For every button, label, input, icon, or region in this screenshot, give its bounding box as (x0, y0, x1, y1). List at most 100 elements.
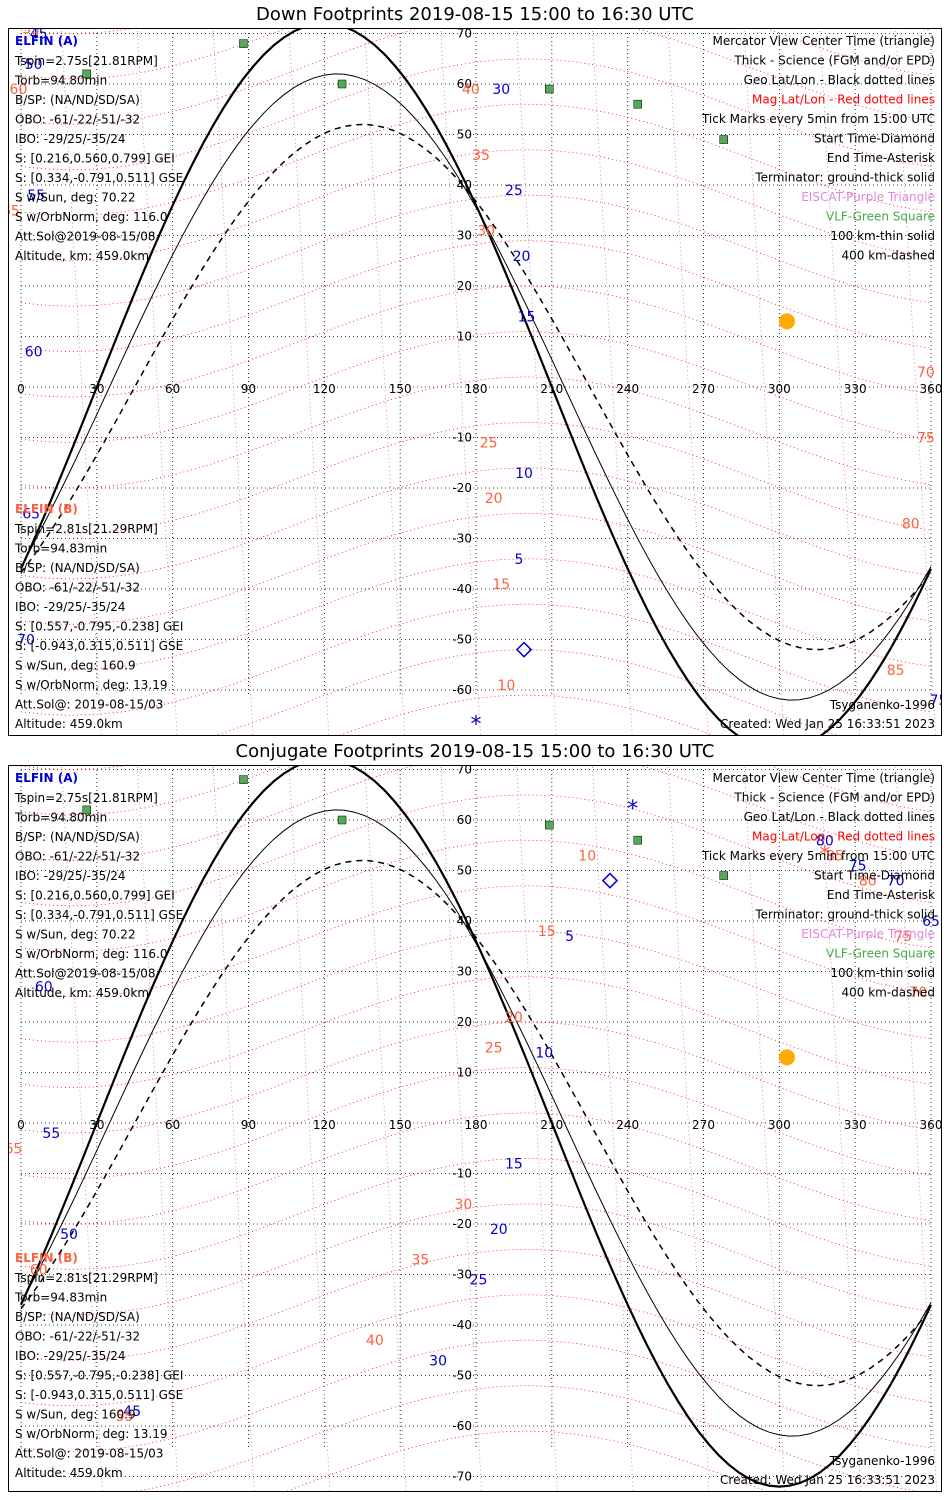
elfin-b-tick-label: 40 (366, 1333, 384, 1349)
elfin-a-tick-label: 50 (25, 57, 43, 73)
elfin-b-tick-label: 75 (894, 929, 912, 945)
elfin-b-tick-label: 85 (887, 663, 905, 679)
mag-meridian (666, 0, 712, 792)
legend-item: Start Time-Diamond (814, 132, 935, 146)
elfin-b-tick-label: 60 (30, 1263, 48, 1279)
mag-parallel (20, 467, 932, 580)
mag-parallel (20, 1112, 932, 1225)
elfin-a-tick-label: 5 (515, 552, 524, 568)
elfin-b-info-line: Altitude: 459.0km (15, 1466, 123, 1480)
terminator-400km (20, 859, 932, 1387)
mag-meridian (59, 0, 105, 792)
mag-parallel (20, 558, 932, 671)
elfin-a-info-line: IBO: -29/25/-35/24 (15, 132, 126, 146)
elfin-b-info-line: S: [0.557,-0.795,-0.238] GEI (15, 1369, 183, 1383)
terminator-line (19, 758, 932, 1488)
x-tick-label: 90 (241, 1118, 256, 1132)
elfin-a-tick-label: 75 (849, 859, 867, 875)
elfin-b-info-line: Att.Sol@: 2019-08-15/03 (15, 698, 163, 712)
y-tick-label: 10 (457, 1066, 472, 1080)
sun-icon (778, 1049, 795, 1066)
elfin-b-info-line: S: [0.557,-0.795,-0.238] GEI (15, 620, 183, 634)
vlf-marker (633, 835, 643, 845)
elfin-a-tick-label: 60 (35, 980, 53, 996)
legend: Mercator View Center Time (triangle) Thic… (701, 771, 935, 1000)
elfin-a-tick-label: 65 (22, 506, 40, 522)
x-tick-label: 90 (241, 382, 256, 396)
panel-down: 0306090120150180210240270300330360-70-60… (2, 0, 947, 792)
terminator-400km (20, 123, 932, 651)
legend-item: EISCAT-Purple Triangle (801, 927, 935, 941)
elfin-a-tick-label: 15 (505, 1156, 523, 1172)
x-tick-label: 120 (313, 382, 336, 396)
elfin-b-tick-label: 70 (909, 985, 927, 1001)
mag-meridian (893, 0, 939, 792)
mag-parallel (20, 12, 932, 125)
elfin-a-tick-label: 30 (492, 82, 510, 98)
elfin-a-info-line: Torb=94.80min (14, 74, 107, 88)
mag-meridian (816, 718, 862, 1500)
legend-item: Thick - Science (FGM and/or EPD) (733, 54, 935, 68)
y-tick-label: 50 (457, 128, 472, 142)
x-tick-label: 330 (844, 382, 867, 396)
legend-item: 400 km-dashed (841, 986, 935, 1000)
mag-parallel (20, 1385, 932, 1498)
elfin-b-tick-label: 85 (826, 848, 844, 864)
elfin-a-tick-label: 25 (470, 1273, 488, 1289)
elfin-a-info-line: Torb=94.80min (14, 811, 107, 825)
mag-parallel (20, 512, 932, 625)
x-tick-label: 300 (768, 382, 791, 396)
mag-parallel (20, 930, 932, 1043)
mag-parallel (20, 603, 932, 716)
vlf-marker (545, 84, 554, 94)
elfin-a-tick-label: 60 (25, 345, 43, 361)
mag-meridian (892, 718, 938, 1500)
mag-meridian (134, 718, 180, 1500)
mag-meridian (210, 718, 255, 1500)
elfin-b-info: ELFIN (B) Tspin=2.81s[21.29RPM] Torb=94.83… (14, 502, 183, 731)
elfin-a-tick-label: 15 (518, 309, 536, 325)
elfin-b-info-line: Tspin=2.81s[21.29RPM] (14, 522, 158, 536)
vlf-marker (719, 871, 728, 880)
footer-created: Created: Wed Jan 25 16:33:51 2023 (720, 717, 935, 731)
elfin-b-info-line: S w/OrbNorm, deg: 13.19 (15, 678, 167, 692)
y-tick-label: 50 (457, 864, 472, 878)
x-tick-label: 0 (17, 382, 25, 396)
legend-item: End Time-Asterisk (827, 151, 935, 165)
mag-parallel (20, 103, 932, 216)
mag-parallel (20, 376, 932, 489)
elfin-b-tick-label: 20 (485, 491, 503, 507)
elfin-b-end-asterisk: * (819, 842, 830, 867)
elfin-a-info-line: S: [0.334,-0.791,0.511] GSE (15, 908, 183, 922)
vlf-marker (82, 69, 91, 79)
y-tick-label: -50 (452, 1369, 472, 1383)
y-tick-label: -30 (452, 1268, 472, 1282)
mag-meridian (58, 718, 104, 1500)
y-tick-label: 10 (457, 330, 472, 344)
panel-title-conj: Conjugate Footprints 2019-08-15 15:00 to… (235, 741, 715, 762)
mag-grid (20, 0, 939, 792)
mag-parallel (20, 1066, 932, 1180)
elfin-a-start-diamond (515, 641, 533, 658)
elfin-b-tick-label: 80 (902, 516, 920, 532)
y-tick-label: 20 (457, 1015, 472, 1029)
mag-parallel (20, 1248, 932, 1361)
x-tick-label: 240 (616, 382, 639, 396)
mag-parallel (20, 1021, 932, 1134)
elfin-a-tick-label: 25 (505, 183, 523, 199)
y-tick-label: 70 (457, 29, 472, 41)
mag-meridian (590, 0, 636, 792)
elfin-a-tick-label: 65 (922, 914, 940, 930)
elfin-b-info-line: S: [-0.943,0.315,0.511] GSE (15, 1388, 183, 1402)
vlf-marker (337, 815, 347, 825)
y-tick-label: -60 (452, 1419, 472, 1433)
elfin-b-tick-label: 25 (480, 436, 498, 452)
y-tick-label: -40 (452, 582, 472, 596)
mag-parallel (20, 285, 932, 398)
mag-grid (20, 718, 938, 1500)
mag-parallel (20, 58, 932, 171)
elfin-a-info-line: S: [0.216,0.560,0.799] GEI (15, 889, 175, 903)
elfin-a-tick-label: 10 (515, 466, 533, 482)
y-tick-label: -70 (452, 734, 472, 736)
elfin-b-tick-label: 55 (116, 1409, 134, 1425)
